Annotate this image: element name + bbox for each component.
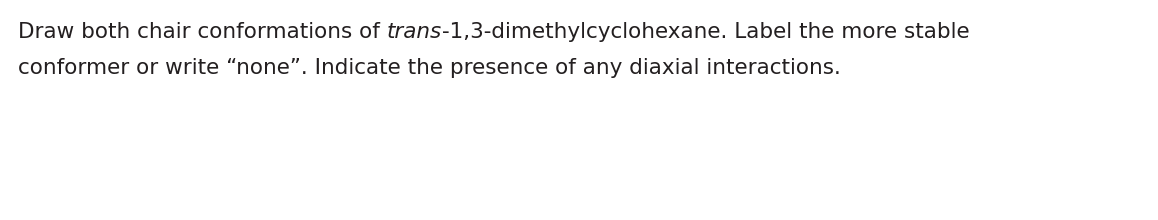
Text: -1,3-dimethylcyclohexane. Label the more stable: -1,3-dimethylcyclohexane. Label the more… [442,22,969,42]
Text: Draw both chair conformations of: Draw both chair conformations of [19,22,387,42]
Text: trans: trans [387,22,442,42]
Text: conformer or write “none”. Indicate the presence of any diaxial interactions.: conformer or write “none”. Indicate the … [19,58,841,78]
